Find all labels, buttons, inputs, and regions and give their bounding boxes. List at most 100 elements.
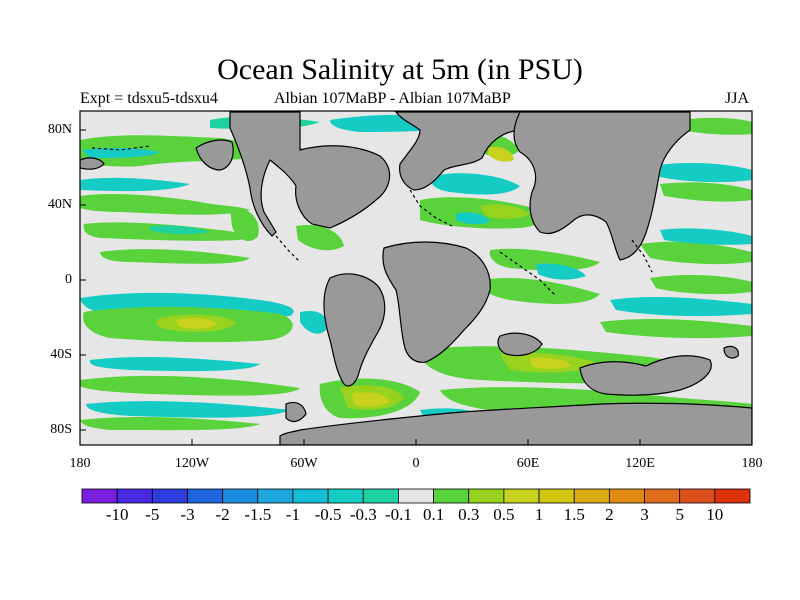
- land-australia: [579, 355, 712, 396]
- anomaly-patch: [456, 212, 490, 225]
- land-africa: [382, 241, 491, 363]
- colorbar-swatch: [538, 488, 575, 504]
- land-antarctic-peninsula: [285, 401, 307, 423]
- colorbar-swatch: [187, 488, 224, 504]
- colorbar-label: -1.5: [244, 505, 272, 524]
- colorbar-label: 0.5: [493, 505, 515, 524]
- land-pacific-west: [80, 157, 105, 170]
- colorbar-label: 10: [706, 505, 724, 524]
- colorbar-label: -10: [105, 505, 129, 524]
- coastline-dashes: [275, 235, 301, 263]
- colorbar-label: -1: [285, 505, 300, 524]
- land-india-madagascar: [497, 332, 543, 357]
- anomaly-patch: [640, 241, 752, 265]
- coastline-dashes: [631, 239, 653, 273]
- land-eurasia: [513, 111, 691, 261]
- colorbar-label: -0.1: [384, 505, 412, 524]
- anomaly-patch: [296, 224, 344, 251]
- lat-label-40n: 40N: [47, 197, 72, 212]
- colorbar-label: 1.5: [563, 505, 585, 524]
- lon-label-60e: 60E: [516, 456, 540, 471]
- colorbar-swatch: [608, 488, 645, 504]
- colorbar-label: -0.5: [314, 505, 342, 524]
- colorbar-label: -5: [145, 505, 160, 524]
- anomaly-patch: [530, 357, 572, 369]
- lat-label-40s: 40S: [50, 347, 72, 362]
- colorbar-swatch: [714, 488, 751, 504]
- anomaly-patch: [86, 401, 290, 418]
- anomaly-patch: [176, 317, 218, 329]
- colorbar-swatch: [468, 488, 505, 504]
- colorbar-label: -3: [180, 505, 195, 524]
- anomaly-patch: [430, 173, 520, 195]
- colorbar-swatch: [362, 488, 399, 504]
- lon-label-60w: 60W: [290, 456, 318, 471]
- experiment-label: Expt = tdsxu5-tdsxu4: [80, 90, 218, 107]
- colorbar-swatch: [257, 488, 294, 504]
- land-south-america: [323, 273, 386, 387]
- anomaly-patch: [600, 319, 752, 339]
- lon-label-0: 0: [412, 456, 420, 471]
- anomaly-patch: [536, 263, 586, 280]
- colorbar-swatch: [573, 488, 610, 504]
- colorbar-label: 2: [605, 505, 614, 524]
- colorbar-swatch: [81, 488, 118, 504]
- land-new-zealand: [723, 345, 739, 359]
- anomaly-patch: [80, 177, 190, 192]
- anomaly-patch: [610, 297, 752, 317]
- colorbar-label: 1: [534, 505, 544, 524]
- land-north-america-west: [195, 139, 234, 171]
- anomaly-patch: [82, 147, 160, 158]
- colorbar: [81, 488, 751, 504]
- anomaly-patch: [420, 197, 544, 229]
- anomaly-patch: [80, 417, 260, 431]
- anomaly-patch: [680, 117, 752, 135]
- colorbar-label: 0.3: [458, 505, 480, 524]
- lon-label-120w: 120W: [174, 456, 210, 471]
- anomaly-patch: [660, 228, 752, 245]
- land-north-america: [229, 111, 391, 237]
- anomaly-patch: [488, 146, 514, 162]
- colorbar-swatch: [644, 488, 681, 504]
- lon-label-180e: 180: [741, 456, 763, 471]
- coastline-dashes: [91, 145, 151, 151]
- anomaly-patch: [480, 204, 530, 219]
- lon-label-180w: 180: [69, 456, 91, 471]
- anomaly-patch: [660, 182, 752, 202]
- lon-label-120e: 120E: [625, 456, 655, 471]
- coastline-dashes: [499, 251, 557, 297]
- anomaly-patch: [80, 194, 250, 215]
- anomaly-patch: [352, 392, 390, 407]
- colorbar-swatch: [116, 488, 153, 504]
- colorbar-label: 5: [675, 505, 684, 524]
- anomaly-patch: [100, 249, 250, 264]
- land-antarctica: [279, 402, 752, 445]
- colorbar-label: -2: [215, 505, 230, 524]
- anomaly-patch: [650, 163, 752, 183]
- colorbar-swatch: [292, 488, 329, 504]
- anomaly-patch: [89, 357, 260, 372]
- land-masses: [80, 111, 752, 445]
- anomaly-patch: [150, 225, 210, 235]
- anomaly-patch: [80, 375, 300, 396]
- colorbar-label: 3: [640, 505, 649, 524]
- anomaly-patch: [300, 310, 327, 334]
- colorbar-swatch: [398, 488, 434, 504]
- season-label: JJA: [725, 90, 750, 107]
- lat-label-80n: 80N: [47, 122, 72, 137]
- axis-ticks: [80, 129, 641, 445]
- anomaly-patch: [489, 248, 600, 271]
- colorbar-swatch: [151, 488, 188, 504]
- period-label: Albian 107MaBP - Albian 107MaBP: [274, 90, 511, 107]
- lat-label-80s: 80S: [50, 422, 72, 437]
- anomaly-patch: [650, 275, 752, 295]
- land-greenland-europe: [394, 111, 521, 191]
- coastline-details: [91, 145, 653, 297]
- colorbar-swatch: [679, 488, 716, 504]
- chart-title: Ocean Salinity at 5m (in PSU): [217, 53, 583, 86]
- colorbar-swatch: [433, 488, 470, 504]
- colorbar-swatch: [327, 488, 364, 504]
- colorbar-label: -0.3: [349, 505, 377, 524]
- colorbar-swatch: [503, 488, 540, 504]
